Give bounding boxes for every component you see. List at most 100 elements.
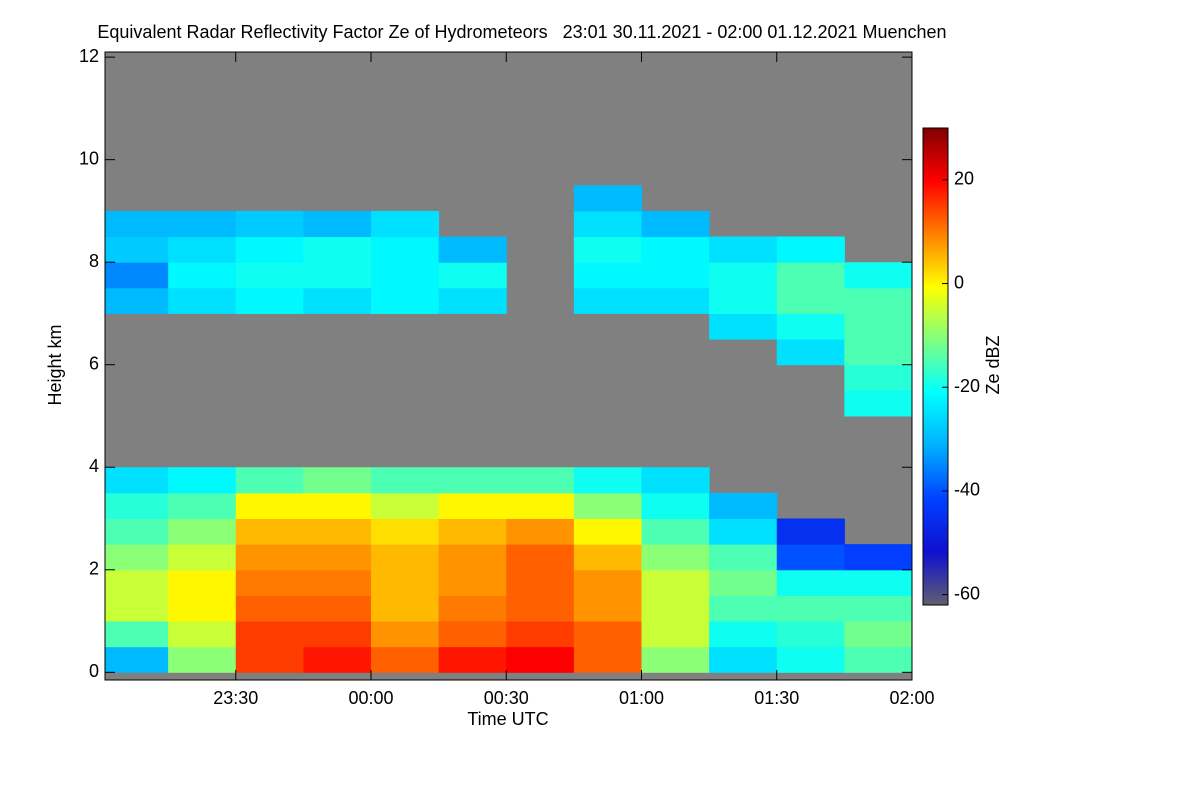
heat-cell [235,287,304,314]
heat-cell [844,646,913,673]
heat-cell [438,544,507,571]
heat-cell [641,518,710,545]
y-tick-label: 6 [89,353,99,373]
heat-cell [303,518,372,545]
heat-cell [709,646,778,673]
heat-cell [105,544,169,571]
heat-cell [168,646,237,673]
heat-cell [709,236,778,263]
heat-cell [573,569,642,596]
heat-cell [438,236,507,263]
heat-cell [776,262,845,289]
heat-cell [506,544,575,571]
y-tick-label: 8 [89,251,99,271]
heat-cell [235,236,304,263]
heat-cell [709,595,778,622]
heat-cell [641,621,710,648]
heat-cell [776,595,845,622]
heat-cell [303,646,372,673]
heat-cell [105,467,169,494]
heat-cell [438,492,507,520]
heat-cell [303,210,372,238]
heat-cell [709,492,778,520]
x-tick-label: 01:00 [619,688,664,708]
heat-cell [506,467,575,494]
heat-cell [709,518,778,545]
x-axis-title: Time UTC [467,709,548,729]
heat-cell [506,569,575,596]
heat-cell [641,544,710,571]
heat-cell [235,262,304,289]
heat-cell [303,236,372,263]
heat-cell [641,492,710,520]
heat-cell [438,621,507,648]
heat-cell [641,262,710,289]
heat-cell [235,621,304,648]
heat-cell [641,236,710,263]
heat-cell [105,236,169,263]
heat-cell [370,621,440,648]
heat-cell [573,210,642,238]
heat-cell [168,518,237,545]
x-tick-label: 00:00 [348,688,393,708]
heat-cell [235,595,304,622]
heat-cell [303,262,372,289]
heat-cell [506,595,575,622]
y-tick-label: 10 [79,148,99,168]
heat-cell [370,569,440,596]
heat-cell [506,492,575,520]
heat-cell [709,313,778,340]
heat-cell [370,236,440,263]
heat-cell [776,313,845,340]
heat-cell [506,518,575,545]
plot-frame [104,51,913,681]
heat-cell [168,621,237,648]
heat-cell [844,287,913,314]
colorbar [922,127,949,606]
heat-cell [168,262,237,289]
heat-cell [776,621,845,648]
heat-cell [641,646,710,673]
heat-cell [303,544,372,571]
heat-cell [370,467,440,494]
heat-cell [844,262,913,289]
heat-cell [105,518,169,545]
heat-cell [105,210,169,238]
heat-cell [303,621,372,648]
heat-cell [105,287,169,314]
heat-cell [573,262,642,289]
heat-cell [303,287,372,314]
heat-cell [235,544,304,571]
heat-cell [709,621,778,648]
heat-cell [573,185,642,212]
heat-cell [168,467,237,494]
heat-cell [235,569,304,596]
heat-cell [105,621,169,648]
heat-cell [235,492,304,520]
heat-cell [303,467,372,494]
heat-cell [573,236,642,263]
heat-cell [438,467,507,494]
heat-cell [776,544,845,571]
heat-cell [506,621,575,648]
heat-cell [844,569,913,596]
heat-cell [438,569,507,596]
colorbar-tick-label: -40 [954,480,980,500]
heat-cell [235,646,304,673]
heat-cell [438,646,507,673]
heat-cell [844,364,913,391]
heat-cell [235,518,304,545]
heat-cell [235,467,304,494]
colorbar-title: Ze dBZ [983,335,1003,394]
heat-cell [506,646,575,673]
x-tick-label: 01:30 [754,688,799,708]
y-tick-label: 12 [79,46,99,66]
heat-cell [573,492,642,520]
colorbar-tick-label: -60 [954,583,980,603]
heat-cell [709,569,778,596]
heat-cell [105,646,169,673]
heat-cell [573,467,642,494]
heat-cell [370,544,440,571]
heat-cell [235,210,304,238]
